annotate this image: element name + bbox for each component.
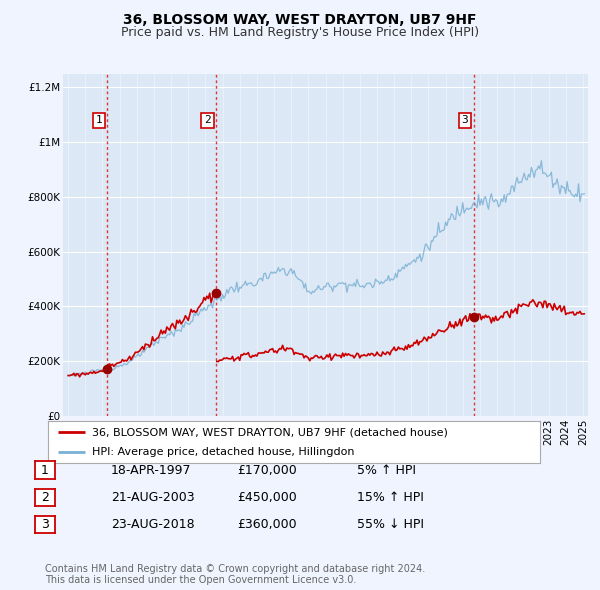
Text: Contains HM Land Registry data © Crown copyright and database right 2024.
This d: Contains HM Land Registry data © Crown c… xyxy=(45,563,425,585)
Text: Price paid vs. HM Land Registry's House Price Index (HPI): Price paid vs. HM Land Registry's House … xyxy=(121,26,479,39)
Text: £360,000: £360,000 xyxy=(237,518,296,531)
Text: 2: 2 xyxy=(204,115,211,125)
Text: 2: 2 xyxy=(41,491,49,504)
Text: 3: 3 xyxy=(41,518,49,531)
Text: 15% ↑ HPI: 15% ↑ HPI xyxy=(357,491,424,504)
Text: 55% ↓ HPI: 55% ↓ HPI xyxy=(357,518,424,531)
Text: 23-AUG-2018: 23-AUG-2018 xyxy=(111,518,194,531)
Text: £450,000: £450,000 xyxy=(237,491,297,504)
Text: 5% ↑ HPI: 5% ↑ HPI xyxy=(357,464,416,477)
Text: 3: 3 xyxy=(461,115,469,125)
Text: 18-APR-1997: 18-APR-1997 xyxy=(111,464,191,477)
Text: 36, BLOSSOM WAY, WEST DRAYTON, UB7 9HF: 36, BLOSSOM WAY, WEST DRAYTON, UB7 9HF xyxy=(123,13,477,27)
Text: 1: 1 xyxy=(95,115,102,125)
Text: 36, BLOSSOM WAY, WEST DRAYTON, UB7 9HF (detached house): 36, BLOSSOM WAY, WEST DRAYTON, UB7 9HF (… xyxy=(92,427,448,437)
Text: £170,000: £170,000 xyxy=(237,464,297,477)
Text: 21-AUG-2003: 21-AUG-2003 xyxy=(111,491,194,504)
Text: HPI: Average price, detached house, Hillingdon: HPI: Average price, detached house, Hill… xyxy=(92,447,355,457)
Text: 1: 1 xyxy=(41,464,49,477)
